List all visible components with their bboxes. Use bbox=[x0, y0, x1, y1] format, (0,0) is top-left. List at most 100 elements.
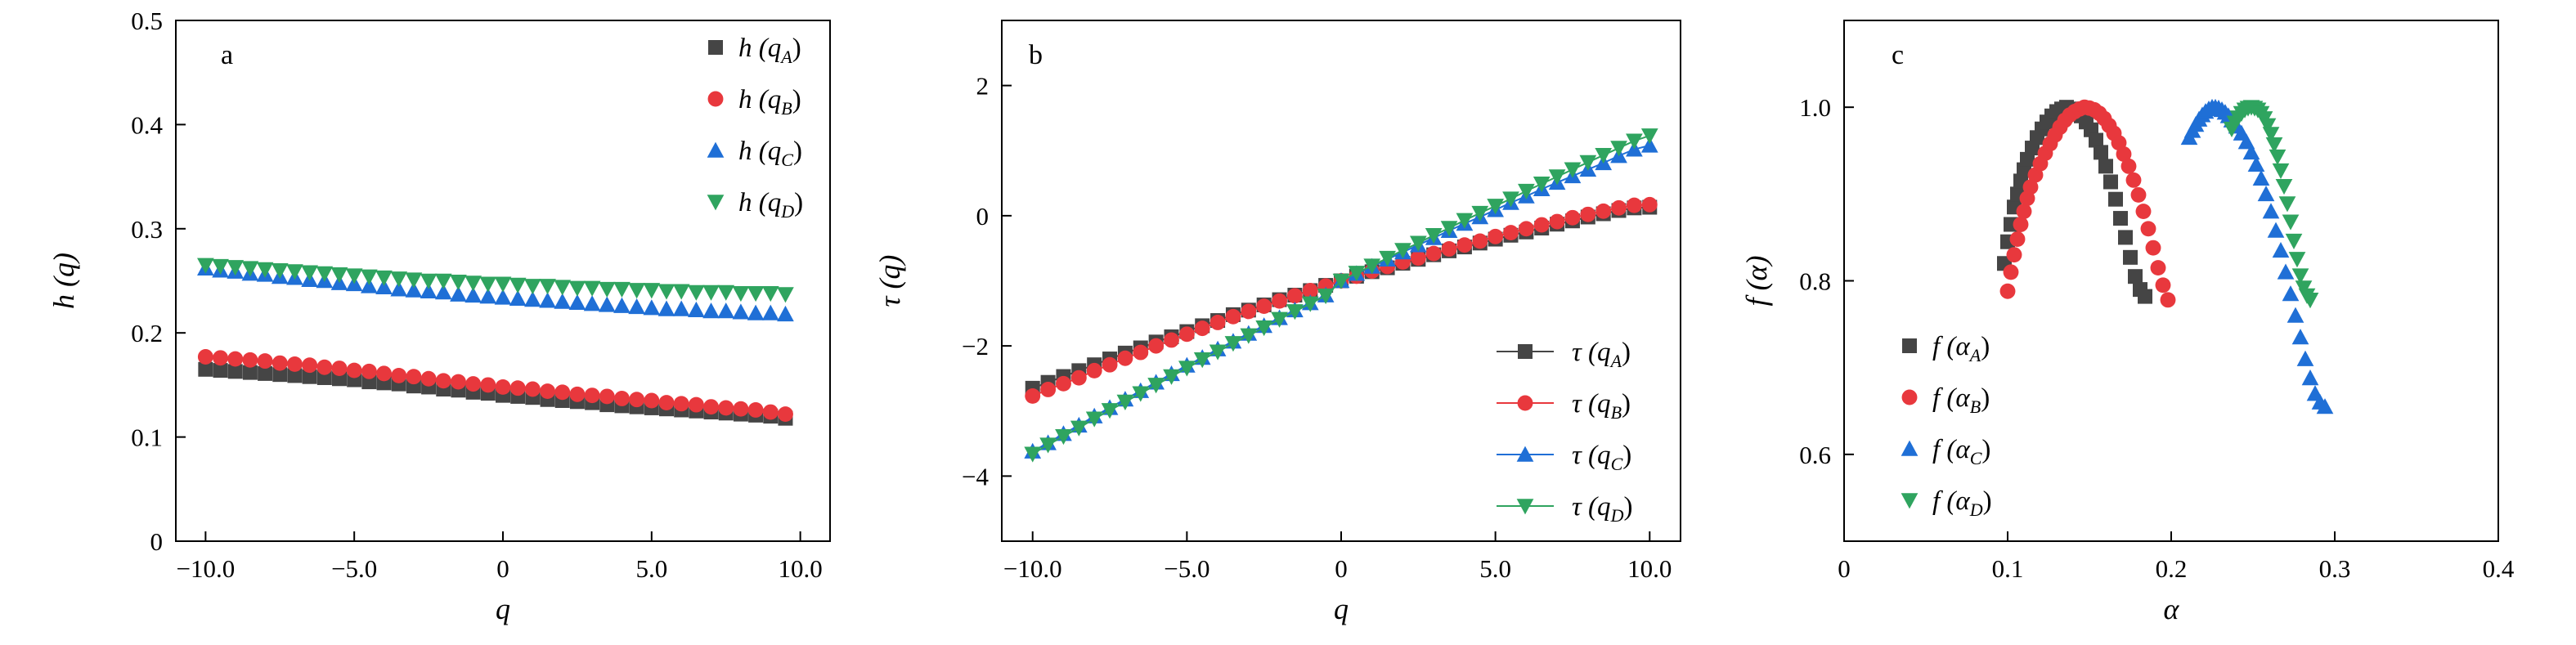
data-point bbox=[316, 359, 333, 375]
data-point bbox=[1332, 273, 1350, 289]
data-point bbox=[2285, 233, 2303, 250]
data-point bbox=[1549, 213, 1565, 230]
data-point bbox=[1626, 197, 1642, 213]
data-point bbox=[777, 305, 794, 322]
y-tick-label: 0 bbox=[976, 202, 990, 231]
data-point bbox=[1640, 128, 1658, 145]
data-point bbox=[568, 280, 586, 297]
data-point bbox=[509, 289, 527, 306]
data-point bbox=[2287, 307, 2304, 323]
data-point bbox=[2150, 260, 2166, 276]
data-point bbox=[1193, 352, 1211, 369]
data-point bbox=[420, 273, 438, 289]
data-point bbox=[1410, 250, 1426, 267]
legend-label: h (qA) bbox=[738, 34, 801, 67]
data-point bbox=[761, 304, 779, 320]
data-point bbox=[1224, 336, 1242, 352]
data-point bbox=[212, 258, 229, 275]
data-point bbox=[405, 281, 423, 298]
data-point bbox=[390, 280, 408, 297]
data-point bbox=[2288, 252, 2306, 268]
data-point bbox=[2016, 204, 2032, 220]
data-point bbox=[554, 384, 571, 401]
data-point bbox=[733, 401, 749, 417]
data-point bbox=[568, 293, 586, 311]
data-point bbox=[258, 365, 273, 381]
data-point bbox=[406, 369, 422, 385]
data-point bbox=[242, 352, 258, 368]
data-point bbox=[644, 392, 660, 409]
data-point bbox=[657, 300, 675, 316]
data-point bbox=[702, 302, 720, 319]
data-point bbox=[2160, 292, 2176, 308]
data-point bbox=[1147, 378, 1165, 394]
series-A bbox=[1997, 100, 2152, 304]
data-point bbox=[2242, 144, 2260, 160]
legend: τ (qA) τ (qB) τ (qC) τ (qD) bbox=[1497, 338, 1632, 526]
data-point bbox=[1086, 362, 1102, 378]
data-point bbox=[658, 395, 675, 411]
data-point bbox=[2301, 370, 2319, 386]
data-point bbox=[1456, 213, 1474, 229]
legend-label: τ (qA) bbox=[1572, 338, 1631, 371]
data-point bbox=[434, 273, 452, 289]
data-point bbox=[1271, 311, 1288, 328]
data-point bbox=[1456, 237, 1473, 253]
data-point bbox=[1595, 203, 1612, 219]
legend-label: h (qC) bbox=[738, 137, 802, 170]
y-tick-label: 0.4 bbox=[131, 110, 163, 139]
data-point bbox=[747, 402, 764, 418]
data-point bbox=[1178, 361, 1196, 377]
data-point bbox=[391, 367, 407, 383]
data-point bbox=[1626, 133, 1643, 150]
data-point bbox=[702, 284, 720, 301]
x-tick-label: −10.0 bbox=[176, 554, 235, 583]
data-point bbox=[345, 268, 363, 284]
legend-marker bbox=[1518, 344, 1533, 359]
data-point bbox=[2155, 277, 2171, 293]
data-point bbox=[1164, 332, 1179, 348]
data-point bbox=[2277, 263, 2295, 280]
data-point bbox=[2247, 155, 2265, 172]
data-point bbox=[1595, 148, 1613, 164]
x-axis-label: q bbox=[1334, 593, 1349, 625]
data-point bbox=[2262, 127, 2280, 143]
data-point bbox=[554, 293, 572, 309]
data-point bbox=[629, 392, 645, 408]
data-point bbox=[540, 383, 555, 399]
data-point bbox=[584, 387, 600, 404]
data-point bbox=[2123, 249, 2138, 265]
data-point bbox=[256, 262, 274, 278]
data-point bbox=[2138, 289, 2152, 304]
data-point bbox=[732, 303, 750, 320]
data-point bbox=[1133, 344, 1149, 361]
data-point bbox=[1272, 293, 1287, 309]
data-point bbox=[405, 272, 423, 289]
data-point bbox=[1379, 250, 1396, 267]
data-point bbox=[2252, 169, 2270, 186]
data-point bbox=[1116, 394, 1134, 410]
x-tick-label: −5.0 bbox=[331, 554, 377, 583]
series-D bbox=[197, 258, 794, 303]
data-point bbox=[1055, 429, 1072, 446]
data-point bbox=[2118, 230, 2133, 245]
data-point bbox=[1241, 303, 1257, 320]
data-point bbox=[2301, 293, 2319, 309]
data-point bbox=[1117, 350, 1133, 366]
x-tick-label: 10.0 bbox=[779, 554, 823, 583]
data-point bbox=[1518, 183, 1535, 199]
data-point bbox=[1070, 370, 1087, 386]
legend-marker bbox=[707, 141, 725, 158]
data-point bbox=[2140, 221, 2156, 237]
x-tick-label: −10.0 bbox=[1003, 554, 1062, 583]
y-tick-label: −4 bbox=[962, 462, 989, 490]
data-point bbox=[287, 368, 303, 383]
data-point bbox=[688, 396, 704, 413]
data-point bbox=[1488, 228, 1504, 244]
legend-marker bbox=[1901, 389, 1918, 405]
legend-marker bbox=[708, 40, 723, 55]
y-tick-label: 0.8 bbox=[1799, 267, 1831, 296]
data-point bbox=[1302, 282, 1318, 298]
data-point bbox=[747, 285, 765, 302]
data-point bbox=[583, 280, 601, 297]
